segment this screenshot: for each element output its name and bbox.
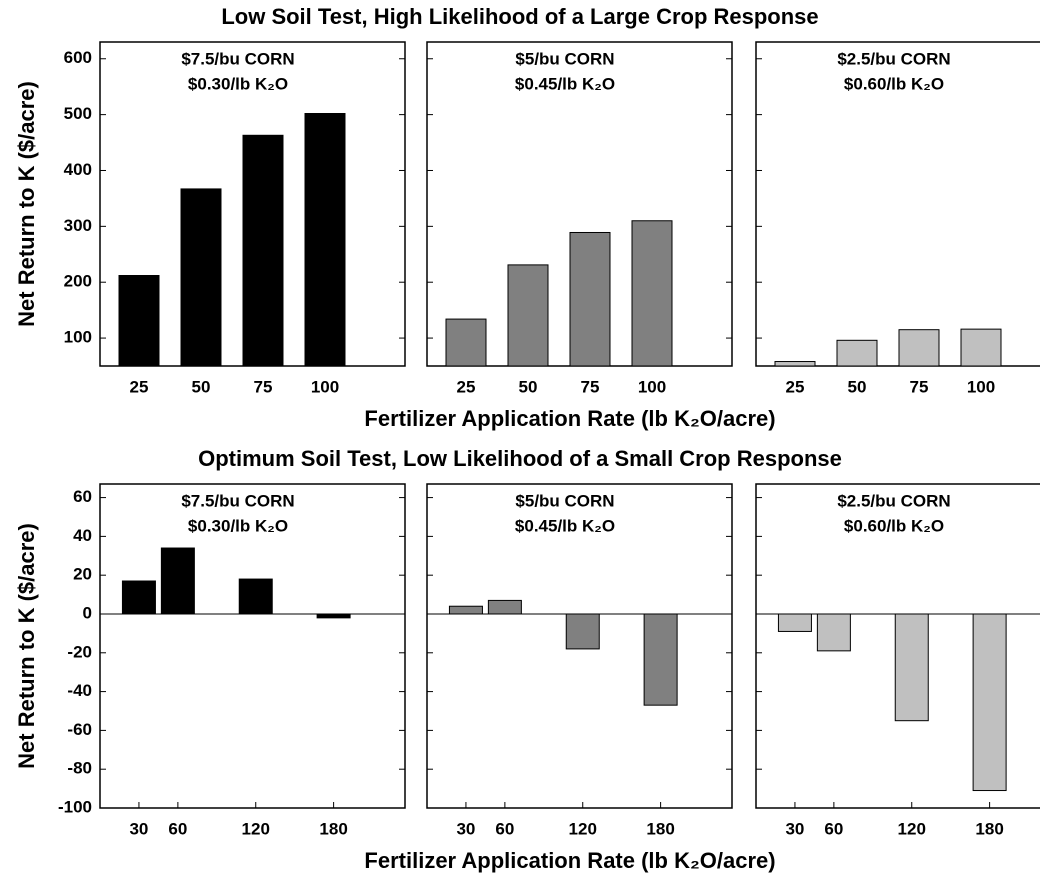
y-tick-label: -20 <box>67 642 92 661</box>
panel-annotation: $5/bu CORN <box>515 491 614 510</box>
x-tick-label: 50 <box>519 377 538 396</box>
bar <box>445 318 487 367</box>
x-tick-label: 120 <box>898 819 926 838</box>
panel-annotation: $0.30/lb K₂O <box>188 74 288 93</box>
y-tick-label: 400 <box>64 160 92 179</box>
bar <box>960 328 1002 367</box>
x-tick-label: 30 <box>129 819 148 838</box>
panel-annotation: $0.45/lb K₂O <box>515 516 615 535</box>
x-tick-label: 180 <box>975 819 1003 838</box>
y-tick-label: -80 <box>67 759 92 778</box>
x-tick-label: 25 <box>786 377 805 396</box>
x-tick-label: 60 <box>168 819 187 838</box>
y-tick-label: 600 <box>64 48 92 67</box>
panel-annotation: $2.5/bu CORN <box>837 491 950 510</box>
bar <box>631 220 673 367</box>
panel-annotation: $0.60/lb K₂O <box>844 74 944 93</box>
row-title: Optimum Soil Test, Low Likelihood of a S… <box>198 446 842 471</box>
y-axis-label: Net Return to K ($/acre) <box>14 81 39 327</box>
panel-annotation: $0.60/lb K₂O <box>844 516 944 535</box>
x-tick-label: 120 <box>569 819 597 838</box>
y-tick-label: 500 <box>64 104 92 123</box>
bar <box>777 613 812 632</box>
bar <box>507 264 549 367</box>
x-tick-label: 50 <box>848 377 867 396</box>
x-tick-label: 75 <box>910 377 929 396</box>
x-tick-label: 100 <box>311 377 339 396</box>
x-tick-label: 100 <box>967 377 995 396</box>
y-tick-label: 100 <box>64 328 92 347</box>
row-title: Low Soil Test, High Likelihood of a Larg… <box>221 4 818 29</box>
bar <box>238 578 273 615</box>
x-tick-label: 30 <box>785 819 804 838</box>
y-tick-label: -100 <box>58 797 92 816</box>
bar <box>316 613 351 619</box>
y-tick-label: 20 <box>73 565 92 584</box>
panel-annotation: $0.30/lb K₂O <box>188 516 288 535</box>
panel-annotation: $5/bu CORN <box>515 49 614 68</box>
bar <box>448 605 483 615</box>
y-tick-label: 40 <box>73 526 92 545</box>
panel-annotation: $7.5/bu CORN <box>181 491 294 510</box>
panel-annotation: $7.5/bu CORN <box>181 49 294 68</box>
bar <box>180 188 222 367</box>
bar <box>487 599 522 615</box>
bar <box>565 613 600 650</box>
bar <box>118 275 160 367</box>
bar <box>816 613 851 652</box>
x-tick-label: 60 <box>495 819 514 838</box>
x-tick-label: 25 <box>457 377 476 396</box>
y-tick-label: -40 <box>67 681 92 700</box>
y-tick-label: -60 <box>67 720 92 739</box>
x-tick-label: 30 <box>456 819 475 838</box>
bar <box>894 613 929 722</box>
x-tick-label: 75 <box>581 377 600 396</box>
y-tick-label: 300 <box>64 216 92 235</box>
bar <box>774 361 816 367</box>
x-tick-label: 180 <box>646 819 674 838</box>
bar <box>569 231 611 367</box>
y-tick-label: 200 <box>64 272 92 291</box>
bar <box>242 134 284 367</box>
y-tick-label: 60 <box>73 487 92 506</box>
x-axis-label: Fertilizer Application Rate (lb K₂O/acre… <box>364 406 775 431</box>
bar <box>898 329 940 367</box>
x-tick-label: 25 <box>130 377 149 396</box>
bar <box>121 580 156 615</box>
axes-frame <box>755 483 1040 809</box>
bar <box>304 113 346 367</box>
bar <box>836 339 878 367</box>
axes-frame <box>99 483 406 809</box>
x-tick-label: 180 <box>319 819 347 838</box>
panel-annotation: $2.5/bu CORN <box>837 49 950 68</box>
axes-frame <box>426 483 733 809</box>
x-tick-label: 120 <box>242 819 270 838</box>
x-tick-label: 100 <box>638 377 666 396</box>
panel-annotation: $0.45/lb K₂O <box>515 74 615 93</box>
y-axis-label: Net Return to K ($/acre) <box>14 523 39 769</box>
bar <box>643 613 678 706</box>
x-tick-label: 75 <box>254 377 273 396</box>
y-tick-label: 0 <box>83 603 92 622</box>
bar <box>160 547 195 615</box>
bar <box>972 613 1007 792</box>
x-tick-label: 50 <box>192 377 211 396</box>
x-axis-label: Fertilizer Application Rate (lb K₂O/acre… <box>364 848 775 873</box>
x-tick-label: 60 <box>824 819 843 838</box>
